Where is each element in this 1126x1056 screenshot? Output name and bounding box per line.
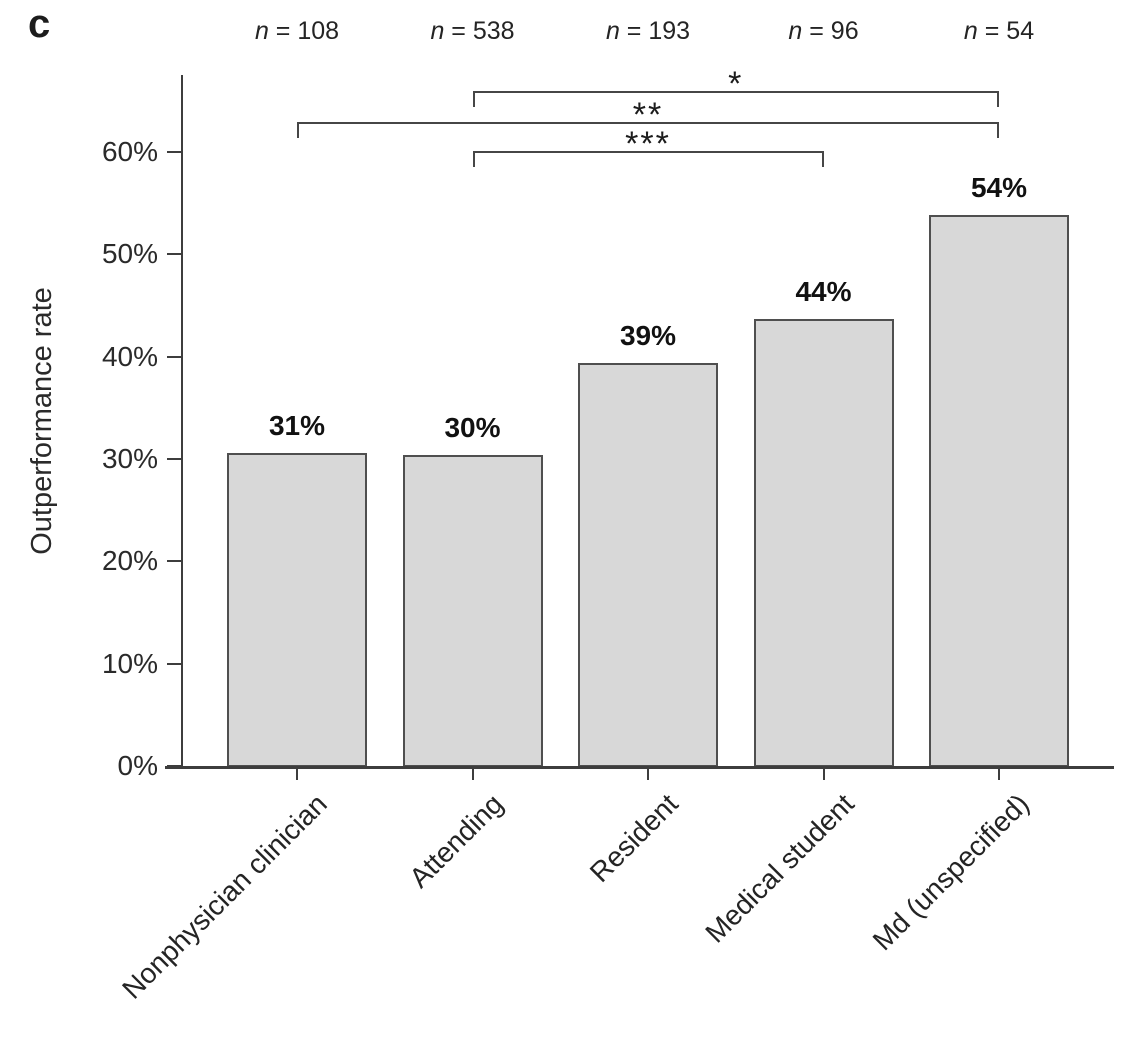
bar xyxy=(929,215,1069,767)
bar xyxy=(402,454,543,767)
y-tick-label: 50% xyxy=(101,238,158,270)
bar-value-label: 30% xyxy=(444,411,501,443)
sample-size-label: n = 193 xyxy=(605,17,691,45)
x-tick xyxy=(296,766,298,780)
x-tick xyxy=(647,766,649,780)
x-tick-label: Md (unspecified) xyxy=(866,788,1035,957)
bar-value-label: 54% xyxy=(970,172,1028,204)
bar xyxy=(753,318,894,767)
y-tick-label: 40% xyxy=(101,340,158,372)
y-tick-label: 10% xyxy=(101,647,158,679)
bar-value-label: 39% xyxy=(619,319,677,351)
y-tick xyxy=(167,151,183,154)
significance-bracket xyxy=(472,90,999,107)
significance-bracket xyxy=(472,150,824,167)
bar xyxy=(227,452,367,767)
y-tick xyxy=(167,355,183,358)
sample-size-label: n = 96 xyxy=(788,17,859,45)
panel-label: c xyxy=(28,2,51,46)
bar xyxy=(578,362,718,767)
bar-value-label: 44% xyxy=(795,275,852,307)
y-axis-line xyxy=(181,75,183,768)
x-tick xyxy=(822,766,825,780)
x-axis-line xyxy=(165,766,1114,769)
sample-size-label: n = 54 xyxy=(963,17,1035,45)
significance-label: * xyxy=(728,64,744,103)
y-tick-label: 20% xyxy=(101,545,158,577)
y-tick-label: 60% xyxy=(101,136,158,168)
y-tick xyxy=(167,253,183,256)
y-tick-label: 30% xyxy=(101,443,158,474)
y-tick-label: 0% xyxy=(117,750,158,781)
bar-value-label: 31% xyxy=(268,409,326,441)
sample-size-label: n = 538 xyxy=(430,17,515,45)
significance-label: ** xyxy=(632,96,664,135)
x-tick xyxy=(471,766,474,780)
x-tick xyxy=(998,766,1000,780)
sample-size-label: n = 108 xyxy=(254,17,340,45)
y-tick xyxy=(167,662,183,665)
y-tick xyxy=(167,458,183,460)
significance-bracket xyxy=(297,122,999,139)
significance-label: *** xyxy=(625,124,671,163)
y-tick xyxy=(167,560,183,563)
